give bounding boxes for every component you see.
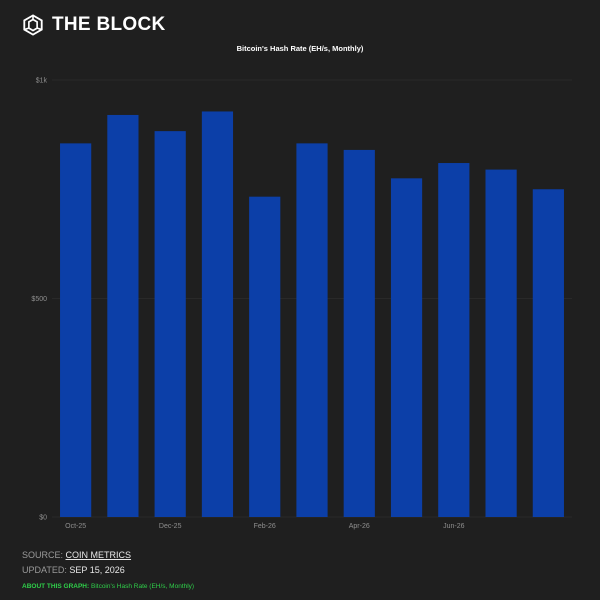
x-tick-label: Feb-26 xyxy=(254,523,276,530)
about-text: Bitcoin's Hash Rate (EH/s, Monthly) xyxy=(90,583,195,590)
y-axis-ticks: $0 $500 $1k xyxy=(31,78,47,522)
bar-mar-26[interactable] xyxy=(296,143,328,518)
x-tick-label: Oct-25 xyxy=(65,523,86,530)
y-tick-label: $500 xyxy=(31,296,47,303)
chart-title: Bitcoin's Hash Rate (EH/s, Monthly) xyxy=(237,44,364,53)
bar-feb-26[interactable] xyxy=(249,196,281,517)
brand-header: THE BLOCK xyxy=(22,13,166,37)
bar-jul-26[interactable] xyxy=(485,169,517,517)
about-line: ABOUT THIS GRAPH: Bitcoin's Hash Rate (E… xyxy=(22,583,194,590)
the-block-logo-icon xyxy=(23,14,43,36)
bar-aug-26[interactable] xyxy=(532,189,564,517)
updated-label: UPDATED: xyxy=(22,565,67,575)
bar-may-26[interactable] xyxy=(390,178,423,517)
brand-name: THE BLOCK xyxy=(52,14,166,35)
bar-dec-25[interactable] xyxy=(154,131,186,517)
source-line: SOURCE: COIN METRICS xyxy=(22,549,194,562)
updated-value: SEP 15, 2026 xyxy=(69,565,125,575)
chart-footer: SOURCE: COIN METRICS UPDATED: SEP 15, 20… xyxy=(22,549,194,590)
updated-line: UPDATED: SEP 15, 2026 xyxy=(22,564,194,577)
bar-nov-25[interactable] xyxy=(107,114,139,518)
source-link[interactable]: COIN METRICS xyxy=(65,550,132,560)
x-tick-label: Jun-26 xyxy=(443,523,465,530)
y-tick-label: $1k xyxy=(36,78,48,85)
about-label: ABOUT THIS GRAPH: xyxy=(22,583,90,590)
x-axis-ticks: Oct-25 Dec-25 Feb-26 Apr-26 Jun-26 xyxy=(65,523,464,530)
bar-jan-26[interactable] xyxy=(201,111,234,518)
bar-jun-26[interactable] xyxy=(438,163,470,517)
x-tick-label: Dec-25 xyxy=(159,523,182,530)
y-tick-label: $0 xyxy=(39,515,47,522)
x-tick-label: Apr-26 xyxy=(349,523,370,530)
bar-oct-25[interactable] xyxy=(60,143,92,518)
source-label: SOURCE: xyxy=(22,550,64,560)
bar-apr-26[interactable] xyxy=(343,149,375,518)
bars xyxy=(60,111,564,518)
